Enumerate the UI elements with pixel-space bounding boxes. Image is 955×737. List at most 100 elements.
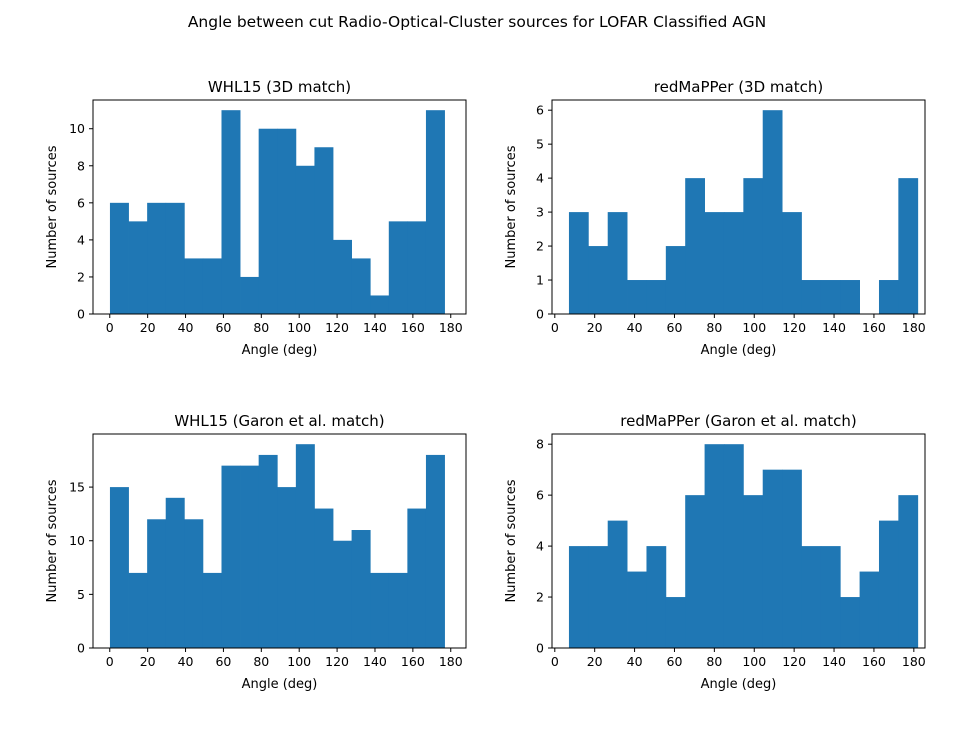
histogram-bar (801, 280, 822, 314)
x-axis-label: Angle (deg) (701, 677, 777, 692)
histogram-bar (840, 280, 860, 314)
x-tick-label: 60 (215, 654, 231, 669)
x-tick-label: 140 (822, 654, 846, 669)
x-tick-label: 0 (551, 320, 559, 335)
histogram-bar (568, 546, 589, 648)
y-tick-label: 4 (536, 539, 544, 554)
x-tick-label: 80 (253, 320, 269, 335)
x-tick-label: 120 (782, 654, 806, 669)
x-tick-label: 20 (587, 320, 603, 335)
axes-frame (551, 433, 926, 649)
histogram-bar (588, 546, 609, 648)
x-tick-label: 120 (782, 320, 806, 335)
histogram-bar (607, 212, 628, 314)
axes-frame (551, 99, 926, 315)
histogram-bar (898, 178, 919, 314)
histogram-bar (165, 497, 185, 648)
x-tick-label: 160 (862, 654, 886, 669)
histogram-bar (333, 540, 352, 648)
histogram-bar (627, 280, 647, 314)
x-axis-label: Angle (deg) (242, 677, 318, 692)
x-tick-label: 180 (902, 320, 926, 335)
x-tick-label: 0 (106, 654, 114, 669)
histogram-bar (407, 221, 427, 314)
histogram-bar (128, 221, 148, 314)
x-tick-label: 100 (287, 320, 311, 335)
histogram-bar (295, 444, 315, 648)
histogram-bar (351, 258, 371, 314)
histogram-bar (165, 202, 185, 314)
subplot-2: 0 20 40 60 80 100 120 140 160 180 0 1 2 3 4 5 6 redMaPPer… (504, 78, 926, 358)
histogram-bar (646, 546, 667, 648)
histogram-bar (240, 465, 260, 648)
histogram-bar (314, 508, 334, 648)
histogram-bar (685, 495, 705, 648)
y-tick-label: 0 (77, 307, 85, 322)
histogram-bar (723, 212, 744, 314)
y-tick-label: 6 (536, 103, 544, 118)
histogram-bar (258, 128, 278, 314)
histogram-bar (351, 530, 371, 648)
x-tick-label: 140 (363, 320, 387, 335)
x-tick-label: 140 (822, 320, 846, 335)
y-axis-label: Number of sources (45, 479, 60, 602)
histogram-bar (202, 258, 222, 314)
histogram-bar (723, 444, 744, 648)
y-tick-label: 10 (69, 533, 85, 548)
histogram-bar (128, 572, 148, 648)
histogram-bar (240, 276, 260, 314)
histogram-bar (258, 454, 278, 648)
histogram-bar (801, 546, 822, 648)
x-tick-label: 60 (215, 320, 231, 335)
histogram-bar (840, 597, 860, 648)
subplot-title: redMaPPer (3D match) (654, 78, 823, 96)
x-tick-label: 40 (178, 320, 194, 335)
x-tick-label: 160 (862, 320, 886, 335)
y-tick-label: 0 (77, 641, 85, 656)
histogram-bar (425, 110, 445, 314)
subplot-title: WHL15 (3D match) (208, 78, 351, 96)
y-tick-label: 6 (77, 195, 85, 210)
histogram-bar (878, 520, 899, 648)
x-tick-label: 0 (551, 654, 559, 669)
y-tick-label: 5 (77, 587, 85, 602)
x-tick-label: 80 (706, 654, 722, 669)
histogram-bar (407, 508, 427, 648)
x-tick-label: 80 (706, 320, 722, 335)
y-tick-label: 4 (77, 232, 85, 247)
figure-title: Angle between cut Radio-Optical-Cluster … (188, 13, 766, 31)
histogram-bar (295, 165, 315, 314)
y-tick-label: 3 (536, 205, 544, 220)
histogram-bar (762, 469, 783, 648)
histogram-bar (782, 469, 802, 648)
y-tick-label: 2 (536, 590, 544, 605)
y-axis-label: Number of sources (504, 479, 519, 602)
histogram-bar (665, 597, 686, 648)
histogram-bar (859, 571, 880, 648)
x-tick-label: 40 (627, 654, 643, 669)
subplot-title: WHL15 (Garon et al. match) (174, 412, 384, 430)
histogram-bar (184, 519, 204, 648)
y-tick-label: 1 (536, 273, 544, 288)
x-tick-label: 100 (742, 654, 766, 669)
x-tick-label: 120 (325, 320, 349, 335)
y-tick-label: 10 (69, 121, 85, 136)
x-tick-label: 120 (325, 654, 349, 669)
y-tick-label: 8 (77, 158, 85, 173)
x-tick-label: 60 (667, 654, 683, 669)
y-tick-label: 8 (536, 437, 544, 452)
y-axis-label: Number of sources (45, 145, 60, 268)
x-tick-label: 180 (439, 654, 463, 669)
histogram-bar (425, 454, 445, 648)
histogram-bar (147, 202, 167, 314)
histogram-bar (878, 280, 899, 314)
histogram-bar (646, 280, 667, 314)
x-tick-label: 20 (140, 654, 156, 669)
y-tick-label: 0 (536, 307, 544, 322)
histogram-bar (820, 280, 841, 314)
x-tick-label: 180 (902, 654, 926, 669)
x-tick-label: 80 (253, 654, 269, 669)
histogram-bar (370, 295, 390, 314)
x-tick-label: 140 (363, 654, 387, 669)
